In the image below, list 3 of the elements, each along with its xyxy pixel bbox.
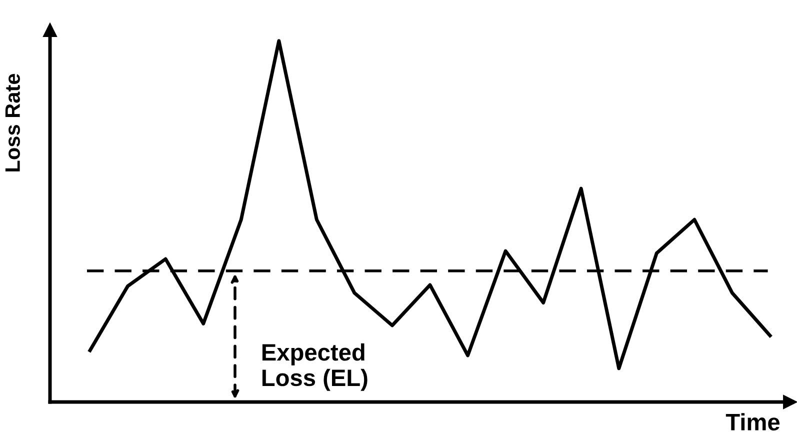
- annotation: Expected Loss (EL): [262, 343, 368, 391]
- x-axis-title: Time: [726, 413, 780, 431]
- y-axis-title: Loss Rate: [5, 74, 20, 172]
